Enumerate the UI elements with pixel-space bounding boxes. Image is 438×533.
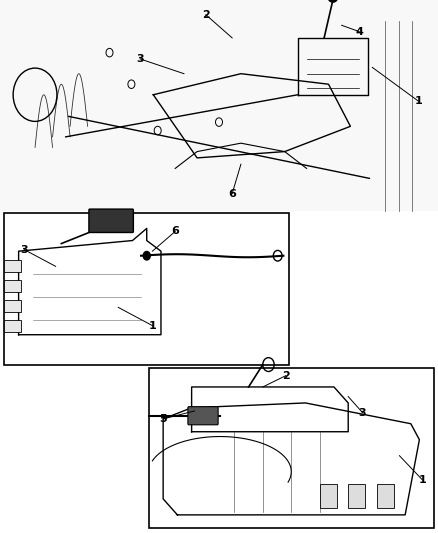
Bar [348,484,365,508]
Bar [4,213,289,365]
Text: 6: 6 [171,227,179,237]
Bar [4,280,21,292]
Bar [4,300,21,312]
Text: 5: 5 [159,414,167,424]
Bar [320,484,337,508]
FancyBboxPatch shape [89,209,133,232]
Circle shape [328,0,338,2]
Bar [149,368,434,528]
Bar [377,484,394,508]
Bar [0,0,438,211]
Bar [4,260,21,272]
Text: 4: 4 [355,27,363,37]
Text: 2: 2 [202,10,210,20]
Text: 3: 3 [359,408,366,417]
Circle shape [143,252,150,260]
FancyBboxPatch shape [188,407,218,425]
Text: 3: 3 [21,245,28,255]
Bar [4,320,21,332]
Text: 3: 3 [136,54,144,64]
Text: 1: 1 [148,321,156,330]
Text: 1: 1 [418,475,426,484]
Text: 1: 1 [414,96,422,106]
Text: 6: 6 [228,189,236,199]
FancyArrowPatch shape [68,116,370,179]
Text: 2: 2 [282,371,290,381]
